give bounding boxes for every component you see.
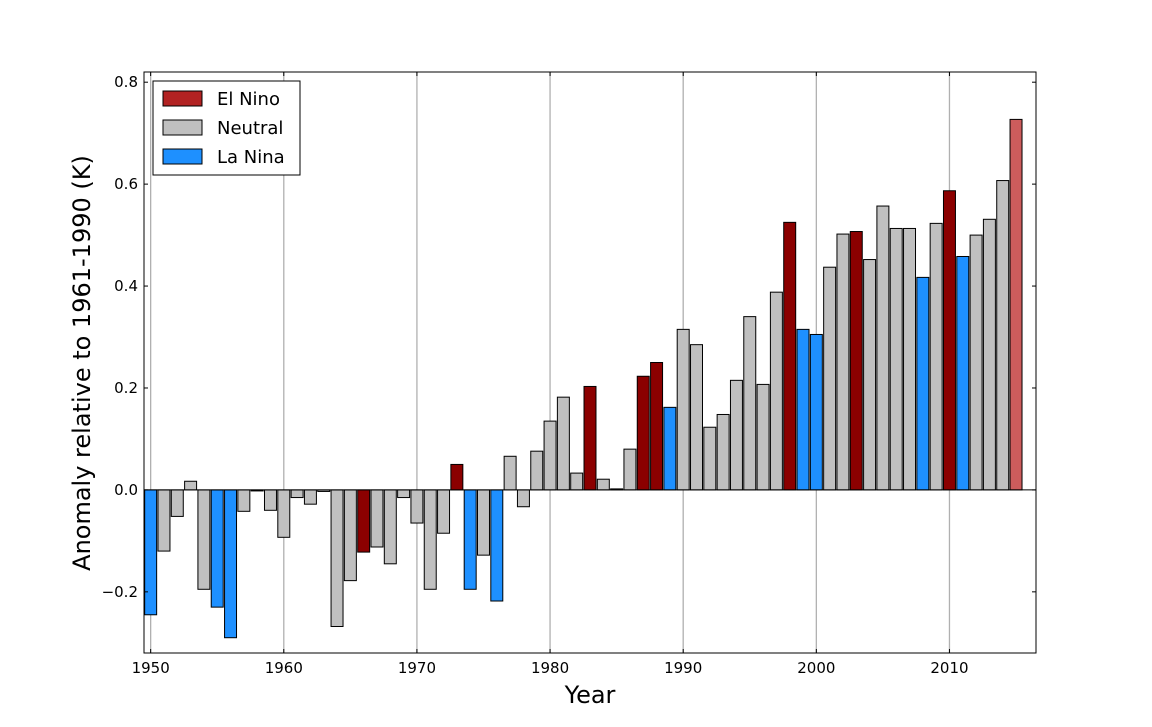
bar-1957 xyxy=(237,489,251,512)
x-axis-title: Year xyxy=(564,681,616,709)
legend-label-la-nina: La Nina xyxy=(217,147,285,168)
bar-1951 xyxy=(157,489,171,552)
bar-1968 xyxy=(383,489,397,565)
bar-1966 xyxy=(357,489,371,553)
bar-2005 xyxy=(876,205,890,491)
bar-1973 xyxy=(450,463,464,491)
bar-1977 xyxy=(503,455,517,491)
bar-2006 xyxy=(889,227,903,491)
x-tick-label: 2000 xyxy=(797,659,835,677)
bar-1964 xyxy=(330,489,344,627)
y-axis-title: Anomaly relative to 1961-1990 (K) xyxy=(68,155,96,571)
legend-label-el-nino: El Nino xyxy=(217,89,280,110)
bar-1983 xyxy=(583,385,597,491)
bar-1962 xyxy=(303,489,317,505)
legend-swatch-la-nina xyxy=(162,148,203,165)
x-tick-label: 2010 xyxy=(930,659,968,677)
bar-1970 xyxy=(410,489,424,524)
bar-1967 xyxy=(370,489,384,548)
plot-frame xyxy=(143,71,1037,654)
legend-label-neutral: Neutral xyxy=(217,118,283,139)
bar-1981 xyxy=(556,396,570,491)
bar-1995 xyxy=(743,316,757,491)
bar-2013 xyxy=(982,218,996,491)
bar-1980 xyxy=(543,420,557,491)
y-tick-label: 0.0 xyxy=(114,481,138,499)
bar-1954 xyxy=(197,489,211,590)
bar-1978 xyxy=(516,489,530,508)
bar-1988 xyxy=(650,362,664,491)
bar-1999 xyxy=(796,328,810,491)
bar-1990 xyxy=(676,328,690,491)
y-tick-label: −0.2 xyxy=(102,583,138,601)
bar-1994 xyxy=(729,379,743,491)
bar-1952 xyxy=(170,489,184,517)
bar-1972 xyxy=(437,489,451,534)
bar-1998 xyxy=(783,221,797,491)
bar-1975 xyxy=(477,489,490,556)
bar-2014 xyxy=(996,180,1010,491)
bar-1984 xyxy=(596,478,610,491)
bar-1969 xyxy=(397,489,411,499)
bar-1997 xyxy=(769,291,783,491)
y-axis-ticks: −0.2 0.0 0.2 0.4 0.6 0.8 xyxy=(102,73,1036,601)
bar-2008 xyxy=(916,276,930,491)
bar-1979 xyxy=(530,450,544,491)
bar-2009 xyxy=(929,222,943,491)
x-tick-label: 1960 xyxy=(265,659,303,677)
bar-1955 xyxy=(210,489,224,608)
bar-1961 xyxy=(290,489,304,499)
x-tick-label: 1950 xyxy=(132,659,170,677)
bar-2001 xyxy=(823,266,837,491)
x-tick-label: 1990 xyxy=(664,659,702,677)
bar-1956 xyxy=(224,489,238,639)
bar-1993 xyxy=(716,413,730,491)
bar-2012 xyxy=(969,234,983,491)
y-tick-label: 0.2 xyxy=(114,379,138,397)
bar-2011 xyxy=(956,255,970,491)
x-tick-label: 1970 xyxy=(398,659,436,677)
x-axis-ticks: 1950 1960 1970 1980 1990 2000 2010 xyxy=(132,72,969,677)
bar-2004 xyxy=(863,259,877,491)
y-tick-label: 0.6 xyxy=(114,175,138,193)
legend: El Nino Neutral La Nina xyxy=(152,80,301,176)
bar-2010 xyxy=(942,190,956,491)
legend-swatch-el-nino xyxy=(162,90,203,107)
bar-1989 xyxy=(663,406,677,491)
bar-1974 xyxy=(463,489,477,590)
bar-1965 xyxy=(343,489,357,582)
y-tick-label: 0.4 xyxy=(114,277,138,295)
bar-1982 xyxy=(570,472,584,491)
x-tick-label: 1980 xyxy=(531,659,569,677)
y-tick-label: 0.8 xyxy=(114,73,138,91)
bar-1959 xyxy=(263,489,277,511)
bar-1996 xyxy=(756,383,770,491)
bar-1950 xyxy=(144,489,158,616)
bar-1976 xyxy=(490,489,504,602)
bar-2015 xyxy=(1009,118,1023,491)
bar-2003 xyxy=(849,231,863,491)
bar-1987 xyxy=(636,375,650,491)
bar-1992 xyxy=(703,426,717,491)
bar-2007 xyxy=(903,227,917,491)
bar-1991 xyxy=(690,344,704,491)
bar-1960 xyxy=(277,489,291,538)
bar-2000 xyxy=(809,333,823,491)
bar-1986 xyxy=(623,448,637,491)
legend-swatch-neutral xyxy=(162,119,203,136)
bar-1971 xyxy=(423,489,437,590)
bar-1953 xyxy=(184,480,198,491)
bars xyxy=(144,118,1023,639)
bar-2002 xyxy=(836,233,850,491)
